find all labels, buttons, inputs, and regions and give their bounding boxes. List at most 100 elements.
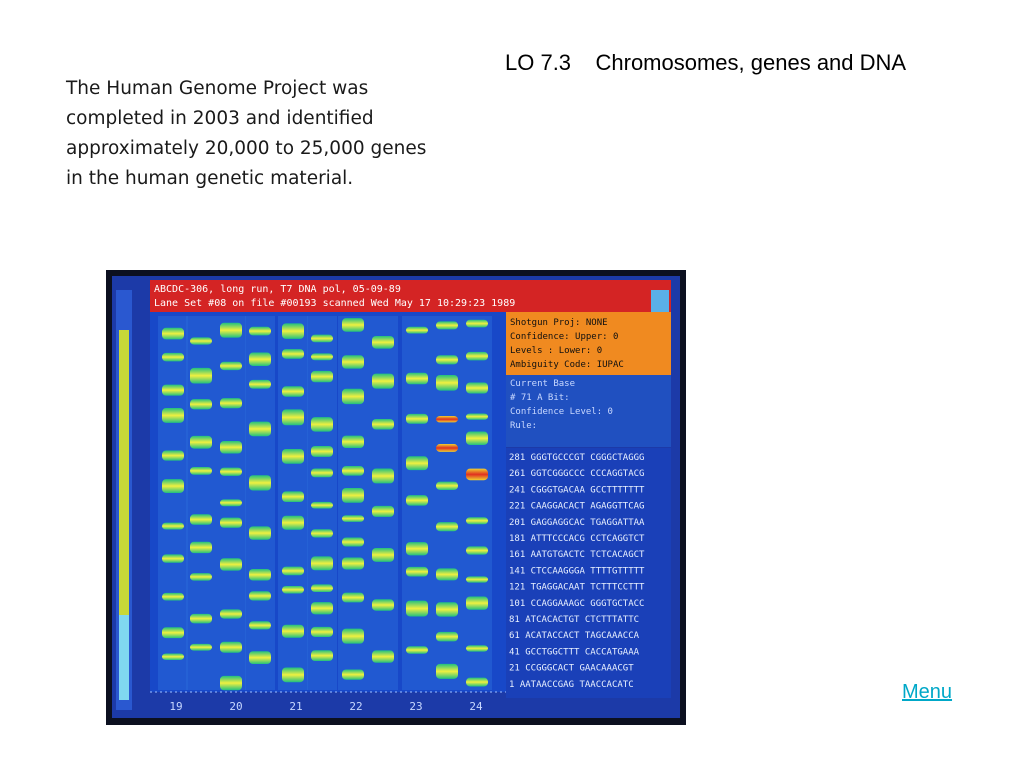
gel-band bbox=[342, 669, 364, 680]
gel-band bbox=[342, 388, 364, 405]
panel-text: Shotgun Proj: NONE Confidence: Upper: 0 Le… bbox=[169, 318, 645, 713]
sequence-row: 21 CCGGGCACT GAACAAACGT bbox=[509, 664, 634, 674]
gel-band bbox=[249, 526, 271, 540]
gel-band bbox=[282, 585, 304, 594]
gel-band bbox=[190, 399, 212, 410]
gel-band bbox=[436, 631, 458, 642]
gel-band bbox=[311, 501, 333, 509]
progress-bar bbox=[119, 330, 129, 615]
gel-band bbox=[342, 557, 364, 570]
gel-band bbox=[372, 335, 394, 349]
lane-number: 20 bbox=[229, 700, 242, 713]
gel-band bbox=[342, 466, 364, 476]
info-line: Levels : Lower: 0 bbox=[510, 346, 602, 356]
gel-band bbox=[162, 408, 184, 423]
gel-band bbox=[406, 326, 428, 334]
gel-band bbox=[466, 517, 488, 525]
gel-band bbox=[406, 646, 428, 654]
gel-band bbox=[162, 653, 184, 660]
gel-band bbox=[249, 352, 271, 366]
menu-link[interactable]: Menu bbox=[902, 681, 953, 703]
gel-band bbox=[342, 592, 364, 603]
gel-band bbox=[311, 334, 333, 343]
gel-band bbox=[311, 556, 333, 571]
sequence-row: 101 CCAGGAAAGC GGGTGCTACC bbox=[509, 599, 644, 609]
gel-band bbox=[466, 468, 488, 481]
lane-number: 24 bbox=[469, 700, 483, 713]
gel-band bbox=[311, 626, 333, 637]
info-line: Confidence: Upper: 0 bbox=[510, 332, 618, 342]
status-line: Confidence Level: 0 bbox=[510, 407, 613, 417]
info-line: Shotgun Proj: NONE bbox=[510, 318, 608, 328]
gel-band bbox=[436, 416, 458, 423]
gel-band bbox=[466, 319, 488, 328]
lane-glow bbox=[368, 316, 398, 690]
gel-band bbox=[342, 487, 364, 503]
header-bar bbox=[150, 280, 671, 312]
sequence-row: 281 GGGTGCCCGT CGGGCTAGGG bbox=[509, 453, 644, 463]
sequence-panel bbox=[506, 448, 671, 698]
gel-band bbox=[406, 413, 428, 424]
gel-band bbox=[311, 650, 333, 661]
lane-number: 23 bbox=[409, 700, 422, 713]
gel-band bbox=[220, 517, 242, 528]
intro-line: approximately 20,000 to 25,000 genes bbox=[66, 138, 427, 159]
gel-band bbox=[372, 468, 394, 484]
sequence-row: 1 AATAACCGAG TAACCACATC bbox=[509, 680, 634, 690]
status-line: Rule: bbox=[510, 421, 537, 431]
gel-band bbox=[311, 417, 333, 432]
gel-band bbox=[466, 677, 488, 687]
status-line: Current Base bbox=[510, 379, 575, 389]
sequence-row: 61 ACATACCACT TAGCAAACCA bbox=[509, 631, 640, 641]
gel-band bbox=[466, 351, 488, 361]
slide-title: LO 7.3 Chromosomes, genes and DNA bbox=[505, 50, 907, 75]
gel-band bbox=[220, 675, 242, 691]
sequence-row: 241 CGGGTGACAA GCCTTTTTTT bbox=[509, 485, 645, 495]
lane-glow bbox=[338, 316, 368, 690]
gel-band bbox=[466, 546, 488, 555]
gel-band bbox=[190, 337, 212, 345]
gel-band bbox=[342, 628, 364, 644]
gel-band bbox=[190, 367, 212, 384]
gel-band bbox=[406, 542, 428, 556]
sequence-row: 221 CAAGGACACT AGAGGTTCAG bbox=[509, 502, 644, 512]
gel-band bbox=[249, 379, 271, 389]
gel-band bbox=[249, 326, 271, 336]
gel-band bbox=[220, 499, 242, 507]
gel-band bbox=[162, 627, 184, 639]
sequence-row: 141 CTCCAAGGGA TTTTGTTTTT bbox=[509, 566, 645, 576]
gel-band bbox=[406, 566, 428, 577]
intro-text: The Human Genome Project was completed i… bbox=[66, 74, 486, 194]
header-icon bbox=[651, 290, 669, 312]
gel-band bbox=[282, 448, 304, 464]
gel-band bbox=[372, 650, 394, 663]
lane-number: 22 bbox=[349, 700, 362, 713]
gel-band bbox=[249, 569, 271, 581]
lane-number: 19 bbox=[169, 700, 182, 713]
gel-band bbox=[220, 440, 242, 454]
gel-band bbox=[311, 353, 333, 361]
gel-band bbox=[220, 467, 242, 476]
gel-band bbox=[342, 355, 364, 369]
gel-band bbox=[342, 515, 364, 522]
gel-band bbox=[220, 398, 242, 409]
gel-band bbox=[190, 467, 212, 475]
intro-line: in the human genetic material. bbox=[66, 168, 354, 189]
gel-band bbox=[249, 651, 271, 665]
gel-band bbox=[249, 621, 271, 630]
gel-band bbox=[162, 554, 184, 563]
gel-band bbox=[249, 591, 271, 601]
gel-band bbox=[436, 568, 458, 581]
header-text: Lane Set #08 on file #00193 scanned Wed … bbox=[154, 298, 515, 309]
intro-line: The Human Genome Project was bbox=[66, 78, 369, 99]
gel-band bbox=[162, 352, 184, 362]
gel-band bbox=[190, 643, 212, 651]
gel-band bbox=[311, 370, 333, 383]
lane-glow bbox=[462, 316, 492, 690]
gel-band bbox=[436, 321, 458, 330]
gel-band bbox=[282, 409, 304, 426]
sequence-row: 41 GCCTGGCTTT CACCATGAAA bbox=[509, 647, 640, 657]
gel-band bbox=[436, 444, 458, 452]
sequence-row: 161 AATGTGACTC TCTCACAGCT bbox=[509, 550, 645, 560]
